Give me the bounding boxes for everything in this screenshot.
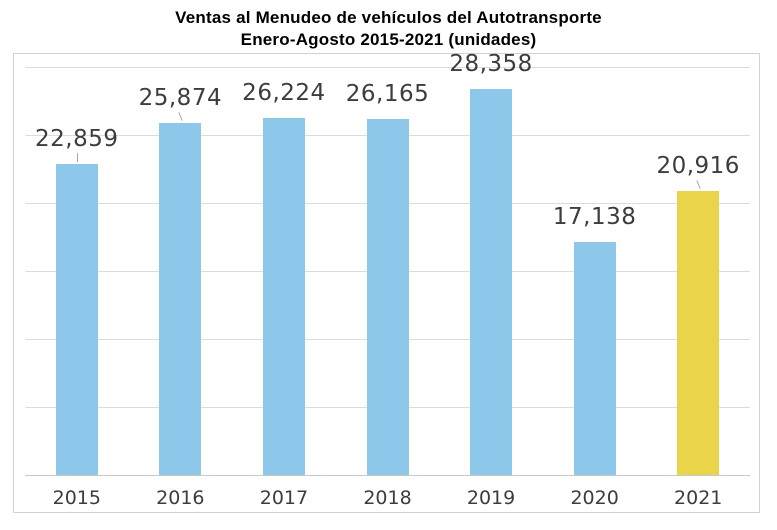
bar-2017 xyxy=(262,118,305,475)
bar-2020 xyxy=(573,241,616,475)
bar-value-label-2017: 26,224 xyxy=(242,80,326,107)
x-axis-label-2016: 2016 xyxy=(156,487,205,509)
plot-area: 22,859 25,874 26,224 26,165 28,358 17,138 20,9… xyxy=(25,51,750,476)
x-axis-label-2017: 2017 xyxy=(259,487,309,509)
leader-line-2015 xyxy=(76,153,78,163)
bar-2016 xyxy=(159,123,202,475)
bar-value-label-2016: 25,874 xyxy=(138,85,223,112)
chart-title: Ventas al Menudeo de vehículos del Autot… xyxy=(0,7,777,51)
x-axis-label-2021: 2021 xyxy=(674,487,723,509)
bar-value-label-2015: 22,859 xyxy=(35,126,119,153)
bar-value-label-2018: 26,165 xyxy=(345,81,430,108)
gridline-30000 xyxy=(25,67,750,68)
chart-title-line1: Ventas al Menudeo de vehículos del Autot… xyxy=(175,8,602,27)
x-axis-label-2015: 2015 xyxy=(52,487,101,509)
bar-2019 xyxy=(470,89,513,475)
bar-value-label-2021: 20,916 xyxy=(656,152,740,179)
bar-value-label-2020: 17,138 xyxy=(552,203,637,230)
x-axis-label-2018: 2018 xyxy=(363,487,412,509)
bar-value-label-2019: 28,358 xyxy=(449,51,533,78)
x-axis-label-2020: 2020 xyxy=(570,487,619,509)
chart-title-line2: Enero-Agosto 2015-2021 (unidades) xyxy=(240,30,537,49)
bar-2015 xyxy=(55,164,98,475)
bar-2021 xyxy=(677,190,720,475)
leader-line-2021 xyxy=(696,179,701,189)
leader-line-2016 xyxy=(178,112,183,121)
x-axis-line xyxy=(25,475,750,476)
x-axis-label-2019: 2019 xyxy=(466,487,516,509)
bar-2018 xyxy=(366,119,409,475)
